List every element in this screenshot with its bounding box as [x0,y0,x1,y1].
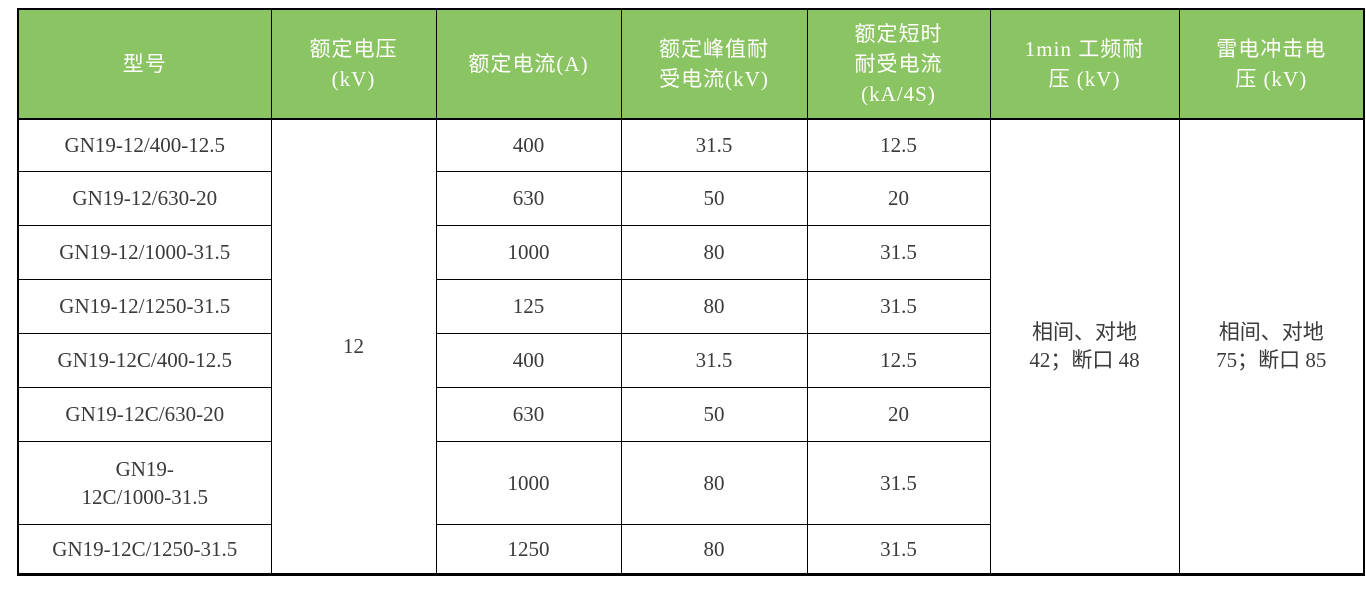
col-header-short-time-withstand-current: 额定短时 耐受电流 (kA/4S) [806,8,991,120]
cell-model: GN19-12C/400-12.5 [17,332,272,388]
table-row: GN19-12C/630-20 630 50 20 [17,386,1364,442]
cell-short-time: 31.5 [806,523,991,575]
cell-peak: 80 [620,523,808,575]
spec-table-container: 型号 额定电压 (kV) 额定电流(A) 额定峰值耐 受电流(kV) 额定短时 … [17,8,1365,576]
col-header-lightning-impulse-voltage: 雷电冲击电 压 (kV) [1178,8,1365,120]
cell-lightning-impulse-merged: 相间、对地 75；断口 85 [1178,118,1365,575]
table-row: GN19-12/630-20 630 50 20 [17,170,1364,226]
col-header-rated-current: 额定电流(A) [435,8,622,120]
cell-power-frequency-merged: 相间、对地 42；断口 48 [989,118,1180,575]
cell-peak: 50 [620,386,808,442]
col-header-peak-withstand-current: 额定峰值耐 受电流(kV) [620,8,808,120]
cell-current: 400 [435,118,622,172]
cell-short-time: 31.5 [806,224,991,280]
cell-model: GN19-12/630-20 [17,170,272,226]
cell-short-time: 20 [806,170,991,226]
cell-current: 630 [435,386,622,442]
cell-model: GN19-12C/630-20 [17,386,272,442]
cell-short-time: 12.5 [806,332,991,388]
cell-current: 630 [435,170,622,226]
cell-current: 1250 [435,523,622,575]
cell-short-time: 12.5 [806,118,991,172]
cell-current: 400 [435,332,622,388]
cell-current: 125 [435,278,622,334]
cell-short-time: 31.5 [806,278,991,334]
cell-model: GN19-12/1000-31.5 [17,224,272,280]
cell-peak: 80 [620,278,808,334]
cell-model: GN19-12/1250-31.5 [17,278,272,334]
cell-peak: 50 [620,170,808,226]
cell-short-time: 31.5 [806,440,991,525]
col-header-model: 型号 [17,8,272,120]
table-row: GN19-12/1000-31.5 1000 80 31.5 [17,224,1364,280]
cell-current: 1000 [435,440,622,525]
table-row: GN19-12C/400-12.5 400 31.5 12.5 [17,332,1364,388]
header-row: 型号 额定电压 (kV) 额定电流(A) 额定峰值耐 受电流(kV) 额定短时 … [17,8,1365,120]
col-header-power-frequency-withstand-voltage: 1min 工频耐 压 (kV) [989,8,1180,120]
table-row: GN19- 12C/1000-31.5 1000 80 31.5 [17,440,1364,525]
spec-table: 型号 额定电压 (kV) 额定电流(A) 额定峰值耐 受电流(kV) 额定短时 … [17,8,1365,576]
table-row: GN19-12C/1250-31.5 1250 80 31.5 [17,523,1364,575]
cell-peak: 80 [620,224,808,280]
col-header-rated-voltage: 额定电压 (kV) [270,8,437,120]
cell-peak: 31.5 [620,332,808,388]
cell-peak: 31.5 [620,118,808,172]
table-row: GN19-12/400-12.5 12 400 31.5 12.5 相间、对地 … [17,118,1365,575]
cell-model: GN19-12C/1250-31.5 [17,523,272,575]
cell-short-time: 20 [806,386,991,442]
cell-model: GN19-12/400-12.5 [17,118,272,172]
cell-rated-voltage-merged: 12 [270,118,437,575]
cell-current: 1000 [435,224,622,280]
cell-peak: 80 [620,440,808,525]
cell-model: GN19- 12C/1000-31.5 [17,440,272,525]
